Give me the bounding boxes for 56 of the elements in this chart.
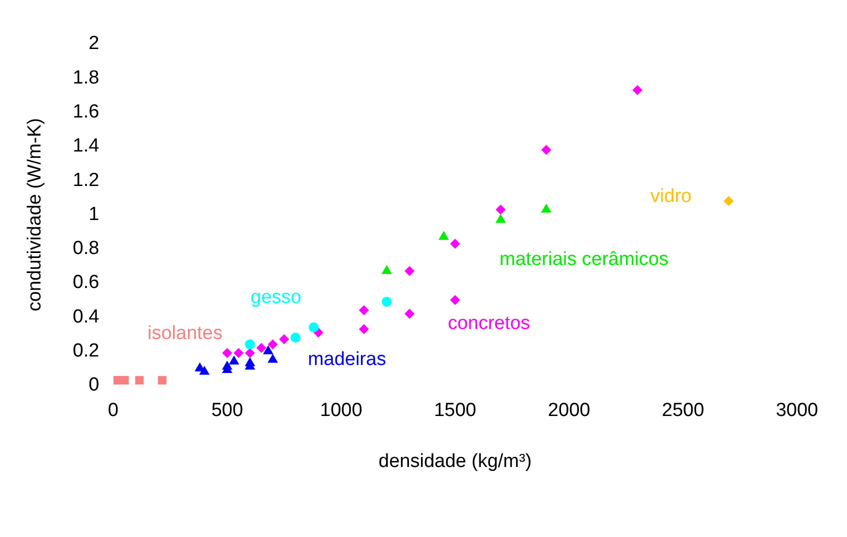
point <box>268 339 278 350</box>
point <box>308 322 319 332</box>
series-label: materiais cerâmicos <box>500 249 668 270</box>
y-tick-label: 0.2 <box>72 340 100 362</box>
x-axis-title: densidade (kg/m³) <box>378 450 532 472</box>
series-label: concretos <box>448 313 530 334</box>
point <box>541 144 552 155</box>
point <box>382 296 392 307</box>
y-tick-label: 0.4 <box>72 306 100 328</box>
series-label: isolantes <box>148 323 222 344</box>
point <box>358 305 369 316</box>
point <box>135 376 144 385</box>
y-tick-label: 0 <box>88 374 100 396</box>
point <box>404 308 415 319</box>
point <box>724 196 734 206</box>
point <box>279 334 290 344</box>
point <box>632 85 642 96</box>
point <box>263 345 274 354</box>
series-label: madeiras <box>308 349 386 370</box>
y-tick-label: 1.6 <box>72 102 100 123</box>
point <box>450 295 460 306</box>
y-tick-label: 1.8 <box>72 67 100 88</box>
series-label: gesso <box>250 287 302 308</box>
x-tick-label: 1000 <box>320 400 362 422</box>
point <box>268 354 278 363</box>
y-tick-label: 1 <box>88 204 100 225</box>
x-tick-label: 0 <box>108 400 118 422</box>
point <box>496 204 506 215</box>
point <box>450 238 460 249</box>
x-tick-label: 2500 <box>662 400 704 422</box>
point <box>244 348 255 358</box>
point <box>495 214 506 223</box>
x-tick-label: 1500 <box>434 400 476 422</box>
point <box>222 348 232 358</box>
point <box>256 342 266 353</box>
y-tick-label: 1.2 <box>72 170 100 191</box>
point <box>199 366 210 375</box>
y-axis-title: condutividade (W/m-K) <box>24 118 46 312</box>
y-tick-label: 1.4 <box>72 136 100 157</box>
y-tick-label: 0.8 <box>72 238 100 260</box>
y-tick-label: 2 <box>88 33 100 54</box>
point <box>541 204 552 213</box>
point <box>438 230 449 240</box>
y-tick-label: 0.6 <box>72 272 100 294</box>
point <box>158 376 166 385</box>
x-tick-label: 500 <box>211 400 244 422</box>
point <box>234 348 244 358</box>
point <box>382 265 392 274</box>
point <box>290 332 301 343</box>
series-label: vidro <box>650 186 692 208</box>
x-tick-label: 3000 <box>776 400 818 422</box>
point <box>244 339 255 350</box>
point <box>228 356 240 364</box>
x-tick-label: 2000 <box>548 400 590 422</box>
point <box>404 266 415 276</box>
point <box>358 324 369 334</box>
